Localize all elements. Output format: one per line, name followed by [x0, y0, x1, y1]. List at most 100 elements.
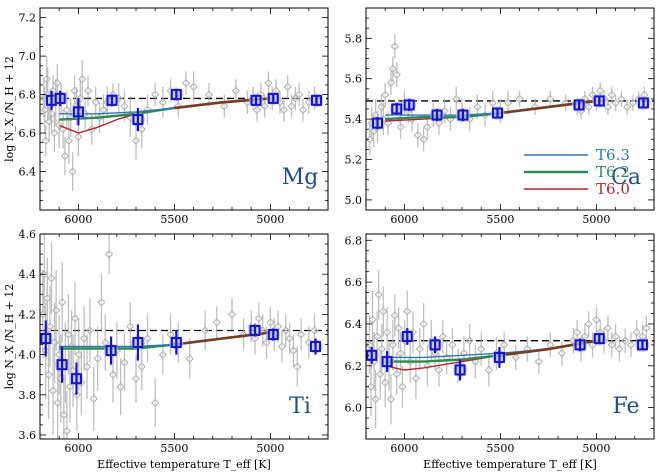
star-marker — [366, 382, 376, 391]
star-marker — [423, 123, 432, 132]
mean-marker — [493, 351, 505, 363]
star-marker — [120, 102, 129, 111]
star-marker — [373, 332, 382, 341]
star-marker — [611, 98, 620, 108]
star-marker — [83, 86, 93, 95]
legend: T6.3T6.2T6.0 — [524, 146, 630, 198]
star-marker — [287, 102, 296, 111]
star-marker — [546, 94, 555, 104]
star-marker — [55, 121, 64, 130]
mean-marker — [40, 333, 52, 345]
star-marker — [252, 105, 262, 115]
star-marker — [254, 314, 263, 323]
star-marker — [381, 90, 390, 99]
star-marker — [534, 357, 543, 366]
mean-marker — [72, 106, 84, 118]
model-line-t6-2 — [385, 339, 597, 363]
panel-fe: 6000 5500 5000 6.0 6.2 6.4 6.6 6.8 Fe Effective t… — [345, 233, 655, 471]
star-marker — [415, 344, 424, 354]
star-marker — [388, 64, 397, 73]
star-marker — [231, 86, 240, 95]
star-marker — [151, 398, 160, 407]
star-marker — [42, 75, 51, 84]
y-axis-label: log N_X /N_H + 12 — [3, 56, 16, 162]
star-marker — [383, 328, 392, 337]
mean-marker — [105, 345, 117, 357]
star-marker — [74, 132, 83, 142]
mean-marker — [573, 99, 585, 111]
star-marker — [281, 326, 290, 335]
star-marker — [264, 78, 273, 88]
mean-marker — [454, 364, 466, 376]
mean-marker — [574, 339, 586, 351]
mean-marker — [593, 333, 605, 345]
mean-marker — [106, 94, 118, 106]
star-marker — [68, 167, 77, 176]
star-marker — [260, 102, 269, 111]
star-marker — [44, 370, 53, 379]
mean-marker — [372, 117, 384, 129]
star-marker — [185, 354, 194, 363]
star-marker — [279, 105, 288, 115]
star-marker — [53, 398, 62, 407]
star-marker — [626, 340, 636, 349]
star-marker — [419, 135, 428, 144]
star-marker — [99, 105, 108, 115]
star-marker — [166, 330, 175, 339]
star-marker — [452, 94, 461, 104]
star-marker — [50, 128, 59, 138]
star-marker — [632, 328, 641, 337]
plot-area — [366, 269, 654, 429]
mean-marker — [70, 373, 82, 385]
x-tick-label: 6000 — [390, 442, 418, 455]
plot-area — [40, 234, 328, 439]
star-marker — [62, 426, 71, 436]
y-tick-label: 5.8 — [345, 32, 363, 45]
star-marker — [371, 395, 380, 404]
star-marker — [151, 90, 160, 99]
panel-frame — [365, 233, 655, 440]
y-tick-label: 3.6 — [19, 429, 37, 442]
star-marker — [143, 334, 152, 343]
mean-marker — [250, 94, 262, 106]
star-marker — [411, 374, 421, 383]
star-marker — [448, 340, 457, 349]
star-marker — [394, 324, 403, 333]
mean-marker — [431, 109, 443, 121]
y-tick-label: 6.8 — [19, 89, 37, 102]
star-marker — [227, 310, 237, 319]
star-marker — [220, 102, 229, 111]
star-marker — [573, 328, 582, 337]
legend-label-t6-2: T6.2 — [596, 163, 630, 181]
star-marker — [158, 98, 167, 107]
mean-marker — [429, 339, 441, 351]
y-tick-label: 4.6 — [19, 228, 37, 241]
star-marker — [484, 365, 493, 375]
x-tick-label: 5500 — [160, 442, 188, 455]
star-marker — [277, 342, 287, 351]
star-marker — [376, 370, 385, 379]
star-marker — [388, 340, 397, 349]
y-tick-label: 4.4 — [19, 268, 37, 281]
x-tick-label: 6000 — [64, 213, 92, 226]
star-marker — [368, 315, 377, 324]
star-marker — [423, 361, 432, 370]
mean-marker — [593, 95, 605, 107]
x-tick-label: 5000 — [582, 213, 610, 226]
star-marker — [500, 340, 509, 349]
star-marker — [204, 90, 214, 99]
star-marker — [64, 136, 73, 145]
mean-marker — [492, 107, 504, 119]
star-marker — [419, 319, 428, 329]
star-marker — [623, 102, 632, 112]
mean-marker — [457, 109, 469, 121]
star-marker — [131, 374, 141, 383]
star-marker — [53, 78, 62, 88]
y-tick-label: 6.0 — [345, 402, 363, 415]
star-marker — [298, 105, 308, 115]
star-marker — [366, 340, 374, 349]
star-marker — [212, 318, 221, 327]
y-tick-label: 6.2 — [345, 360, 363, 373]
star-marker — [621, 336, 630, 345]
